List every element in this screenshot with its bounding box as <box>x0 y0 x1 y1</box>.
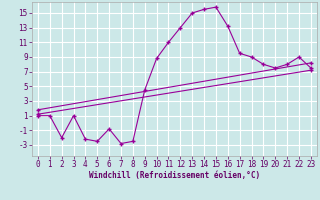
X-axis label: Windchill (Refroidissement éolien,°C): Windchill (Refroidissement éolien,°C) <box>89 171 260 180</box>
